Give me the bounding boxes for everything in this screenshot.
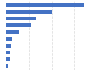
Bar [6,44,11,48]
Bar [6,37,12,41]
Bar [6,64,8,68]
Bar [6,58,10,61]
Bar [6,10,52,13]
Bar [6,17,36,20]
Bar [6,3,84,7]
Bar [6,51,10,54]
Bar [6,30,19,34]
Bar [6,23,32,27]
